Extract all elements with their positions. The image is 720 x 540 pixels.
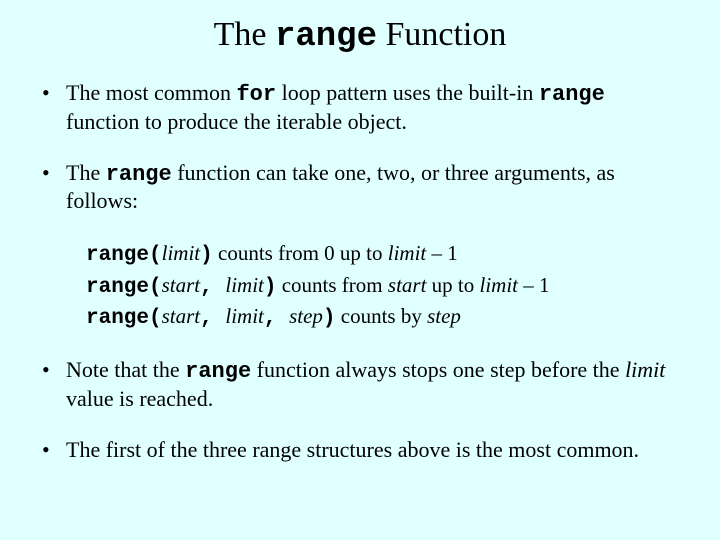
s3-i4: step bbox=[427, 304, 461, 328]
s1-t2: – 1 bbox=[426, 241, 458, 265]
s2-m1: range( bbox=[86, 276, 162, 299]
sub-line-1: range(limit) counts from 0 up to limit –… bbox=[86, 239, 682, 270]
bullet-2: The range function can take one, two, or… bbox=[38, 160, 682, 216]
s3-m3: , bbox=[264, 307, 289, 330]
s3-i3: step bbox=[289, 304, 323, 328]
s1-i1: limit bbox=[162, 241, 201, 265]
s1-m2: ) bbox=[200, 244, 213, 267]
b1-m2: range bbox=[539, 82, 605, 107]
b4-t1: The first of the three range structures … bbox=[66, 437, 639, 462]
s3-m4: ) bbox=[323, 307, 336, 330]
b3-i1: limit bbox=[625, 357, 665, 382]
bullet-list: The most common for loop pattern uses th… bbox=[38, 80, 682, 215]
title-mono: range bbox=[275, 18, 377, 56]
s3-m1: range( bbox=[86, 307, 162, 330]
s2-i3: start bbox=[388, 273, 427, 297]
s2-i1: start bbox=[162, 273, 201, 297]
b3-t2: function always stops one step before th… bbox=[251, 357, 625, 382]
s2-i4: limit bbox=[480, 273, 519, 297]
slide-container: The range Function The most common for l… bbox=[0, 0, 720, 464]
b1-t3: function to produce the iterable object. bbox=[66, 109, 407, 134]
s1-t1: counts from 0 up to bbox=[213, 241, 388, 265]
s3-i1: start bbox=[162, 304, 201, 328]
bullet-list-2: Note that the range function always stop… bbox=[38, 357, 682, 463]
s3-m2: , bbox=[200, 307, 225, 330]
b3-t3: value is reached. bbox=[66, 386, 213, 411]
s2-i2: limit bbox=[225, 273, 264, 297]
s3-i2: limit bbox=[225, 304, 264, 328]
s2-t2: up to bbox=[426, 273, 479, 297]
sub-line-3: range(start, limit, step) counts by step bbox=[86, 302, 682, 333]
sub-block: range(limit) counts from 0 up to limit –… bbox=[86, 239, 682, 333]
title-pre: The bbox=[214, 16, 275, 53]
bullet-1: The most common for loop pattern uses th… bbox=[38, 80, 682, 136]
sub-line-2: range(start, limit) counts from start up… bbox=[86, 271, 682, 302]
s2-t3: – 1 bbox=[518, 273, 550, 297]
bullet-4: The first of the three range structures … bbox=[38, 437, 682, 464]
b2-m1: range bbox=[106, 162, 172, 187]
s2-m3: ) bbox=[264, 276, 277, 299]
b3-m1: range bbox=[185, 359, 251, 384]
b1-m1: for bbox=[236, 82, 276, 107]
s2-m2: , bbox=[200, 276, 225, 299]
s1-m1: range( bbox=[86, 244, 162, 267]
s2-t1: counts from bbox=[276, 273, 387, 297]
bullet-3: Note that the range function always stop… bbox=[38, 357, 682, 413]
b2-t1: The bbox=[66, 160, 106, 185]
slide-title: The range Function bbox=[38, 16, 682, 56]
s1-i2: limit bbox=[388, 241, 427, 265]
b1-t2: loop pattern uses the built-in bbox=[276, 80, 539, 105]
title-post: Function bbox=[377, 16, 506, 53]
s3-t1: counts by bbox=[336, 304, 428, 328]
b1-t1: The most common bbox=[66, 80, 236, 105]
b3-t1: Note that the bbox=[66, 357, 185, 382]
